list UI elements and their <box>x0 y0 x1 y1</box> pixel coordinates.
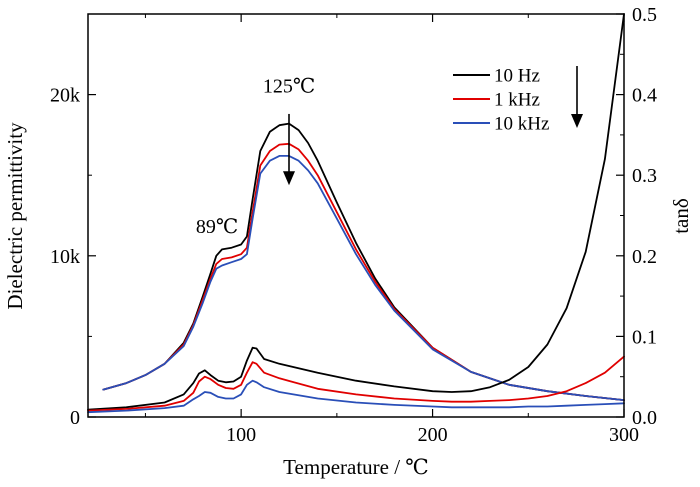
series-line-tan-10-hz <box>87 13 625 411</box>
series-line-permittivity-10-khz <box>102 154 625 402</box>
y-left-tick-label: 0 <box>70 407 80 429</box>
x-axis-label: Temperature / ℃ <box>283 455 429 479</box>
x-tick-label: 300 <box>609 424 639 446</box>
x-tick-label: 100 <box>226 424 256 446</box>
series-layer <box>87 13 625 414</box>
y-right-tick-label: 0.3 <box>632 165 657 187</box>
x-tick-label: 200 <box>418 424 448 446</box>
annotation-label: 125℃ <box>263 76 315 98</box>
peak-arrow-head <box>283 171 295 186</box>
annotation-label: 89℃ <box>196 216 238 238</box>
y-right-tick-label: 0.0 <box>632 407 657 429</box>
plot-frame <box>87 13 625 418</box>
legend: 10 Hz 1 kHz 10 kHz <box>453 66 583 135</box>
y-right-tick-label: 0.1 <box>632 326 657 348</box>
series-line-tan-1-khz <box>87 355 625 412</box>
legend-label: 10 Hz <box>494 66 540 87</box>
y-right-tick-label: 0.4 <box>632 85 657 107</box>
legend-label: 1 kHz <box>494 90 540 111</box>
y-right-tick-label: 0.2 <box>632 246 657 268</box>
series-line-tan-10-khz <box>87 379 625 414</box>
y-left-tick-label: 10k <box>50 246 80 268</box>
series-line-permittivity-1-khz <box>102 142 625 402</box>
y-right-tick-label: 0.5 <box>632 4 657 26</box>
y-left-axis-label: Dielectric permittivity <box>3 122 27 310</box>
y-left-tick-label: 20k <box>50 85 80 107</box>
annotation-layer: 125℃ 89℃ <box>196 76 315 239</box>
y-right-axis-label: tanδ <box>669 198 693 234</box>
legend-label: 10 kHz <box>494 114 549 135</box>
axis-layer: 100 200 300 0 10k 20k 0.0 0.1 0.2 0.3 0.4 0.5 <box>50 4 657 446</box>
legend-arrow-head <box>571 114 583 128</box>
